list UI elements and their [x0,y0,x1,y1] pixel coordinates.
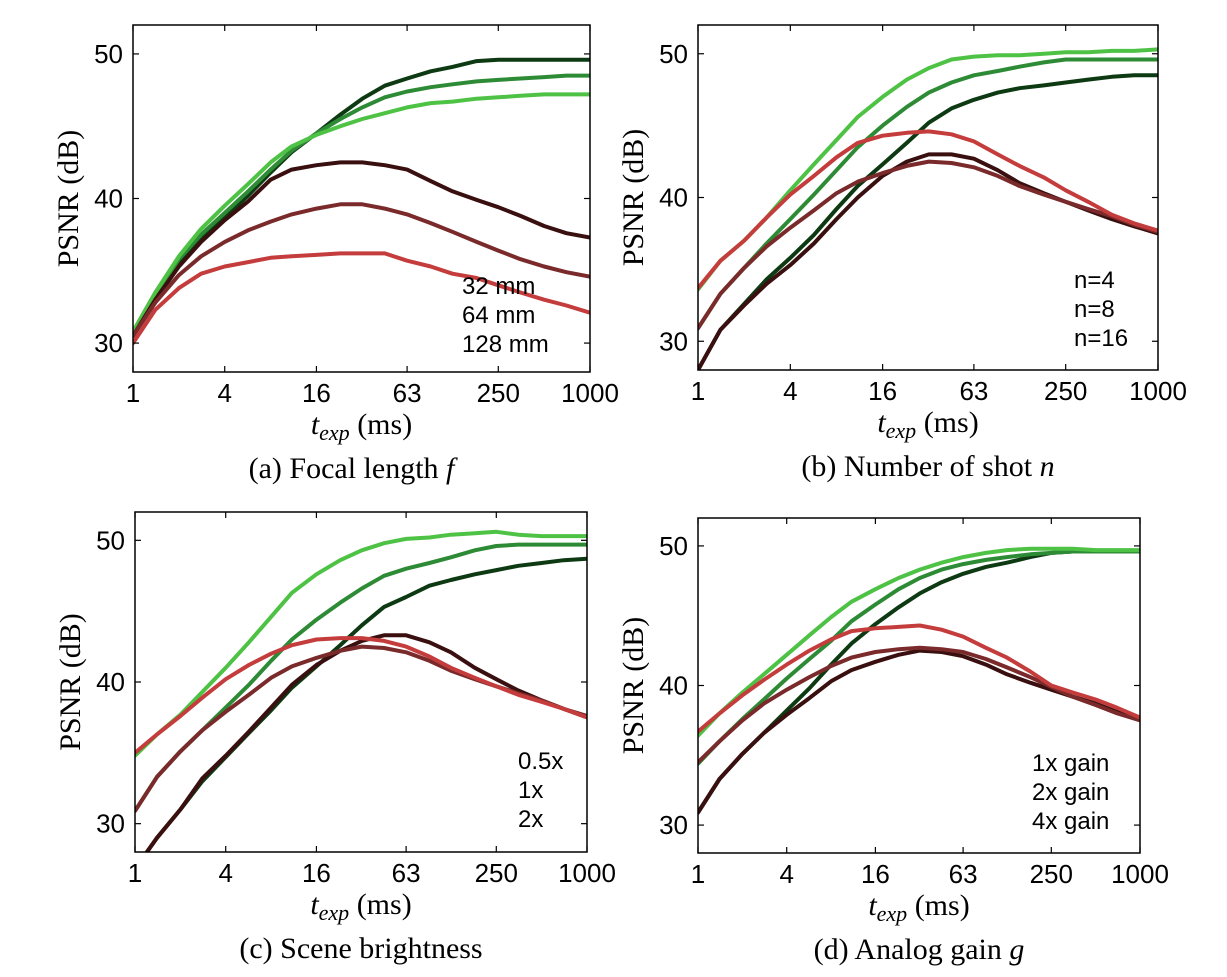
x-tick-label: 1000 [558,858,616,888]
panel-b: 1 4 16 63 250 1000 30 40 50 PSNR (dB) texp (ms) (b)… [617,24,1187,483]
y-tick-label: 50 [96,525,125,555]
series-line-a-2 [133,202,590,338]
panel-d: 1 4 16 63 250 1000 30 40 50 PSNR (dB) texp (ms) (d)… [617,517,1169,966]
x-tick-label: 250 [1030,859,1073,889]
legend-label: 128 mm [462,331,549,358]
x-tick-label: 1 [126,378,140,408]
x-tick-label: 63 [393,378,422,408]
y-axis-label: PSNR (dB) [54,613,87,751]
series-line-b-2 [698,159,1158,331]
legend-label: 1x gain [1032,750,1109,777]
panel-caption-c: (c) Scene brightness [239,932,482,965]
legend-label: 64 mm [462,302,535,329]
legend-label: 1x [518,777,543,804]
x-tick-label: 1 [691,859,705,889]
panel-caption-a: (a) Focal length f [249,452,458,485]
y-tick-label: 50 [659,531,688,561]
series-group-a [133,57,590,346]
series-line-b-end-3 [698,47,1158,292]
y-tick-label: 40 [659,671,688,701]
x-tick-label: 16 [868,376,897,406]
panel-a: 1 4 16 63 250 1000 30 40 50 PSNR (dB) texp (ms) (a)… [52,24,619,485]
series-line-c-end-3 [135,529,587,758]
x-tick-label: 1 [128,858,142,888]
y-axis-label: PSNR (dB) [52,130,85,268]
y-tick-label: 30 [96,809,125,839]
legend-label: 32 mm [462,273,535,300]
y-tick-label: 40 [94,184,123,214]
panel-c: 1 4 16 63 250 1000 30 40 50 PSNR (dB) texp (ms) (c)… [54,511,616,965]
panel-caption-d: (d) Analog gain g [814,933,1025,966]
x-tick-label: 250 [475,858,518,888]
series-line-a-3 [133,251,590,346]
legend-label: n=4 [1074,267,1115,294]
y-tick-label: 30 [659,810,688,840]
x-tick-label: 1000 [1129,376,1187,406]
y-tick-label: 30 [659,326,688,356]
series-line-b-end-2 [698,57,1158,331]
series-group-b [698,47,1158,370]
y-tick-label: 40 [659,183,688,213]
legend-label: 4x gain [1032,808,1109,835]
x-tick-label: 63 [959,376,988,406]
series-line-c-1 [144,633,587,852]
x-tick-label: 4 [779,859,793,889]
series-line-d-end-2 [698,549,1140,766]
x-tick-label: 4 [218,858,232,888]
series-line-a-end-2 [133,73,590,335]
x-axis-label: texp (ms) [868,889,969,926]
y-axis-label: PSNR (dB) [617,617,650,755]
x-tick-label: 63 [949,859,978,889]
series-line-a-1 [133,160,590,338]
y-axis-label: PSNR (dB) [617,129,650,267]
panel-caption-b: (b) Number of shot n [801,450,1054,483]
series-line-b-end-1 [698,73,1158,370]
legend-label: n=8 [1074,296,1115,323]
series-group-c [135,529,587,852]
x-tick-label: 16 [302,858,331,888]
legend-label: 0.5x [518,748,563,775]
y-tick-label: 40 [96,667,125,697]
x-tick-label: 4 [783,376,797,406]
y-tick-label: 50 [94,39,123,69]
x-tick-label: 1000 [561,378,619,408]
legend-label: 2x [518,806,543,833]
x-tick-label: 250 [1044,376,1087,406]
x-axis-label: texp (ms) [311,408,412,445]
x-tick-label: 16 [861,859,890,889]
x-tick-label: 4 [217,378,231,408]
series-line-a-end-1 [133,57,590,335]
x-tick-label: 1000 [1111,859,1169,889]
series-line-a-end-3 [133,92,590,334]
y-tick-label: 50 [659,39,688,69]
x-tick-label: 63 [392,858,421,888]
series-line-b-3 [698,129,1158,291]
series-line-d-3 [698,623,1140,734]
series-line-d-end-3 [698,546,1140,738]
x-tick-label: 16 [302,378,331,408]
y-tick-label: 30 [94,328,123,358]
series-line-d-2 [698,645,1140,765]
series-line-c-3 [135,636,587,755]
x-tick-label: 250 [477,378,520,408]
legend-label: 2x gain [1032,779,1109,806]
legend-label: n=16 [1074,325,1128,352]
x-axis-label: texp (ms) [877,406,978,443]
x-axis-label: texp (ms) [310,888,411,925]
series-group-d [698,546,1140,815]
x-tick-label: 1 [691,376,705,406]
